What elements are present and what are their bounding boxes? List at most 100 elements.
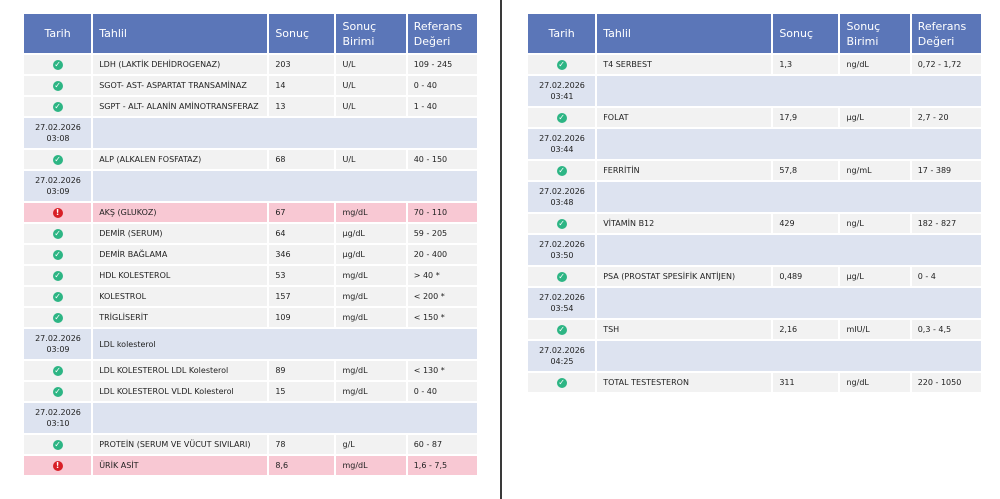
test-unit: mg/dL [336, 456, 406, 475]
group-note [93, 118, 477, 148]
test-reference: 70 - 110 [407, 203, 477, 222]
group-note [597, 129, 981, 159]
test-reference: < 130 * [407, 361, 477, 380]
table-row[interactable]: ✓ ALP (ALKALEN FOSFATAZ) 68 U/L 40 - 150 [24, 150, 477, 169]
test-unit: ng/dL [840, 373, 910, 392]
check-circle-icon: ✓ [556, 166, 567, 176]
timestamp-date: 27.02.2026 [539, 346, 585, 355]
test-result: 1,3 [773, 55, 839, 74]
test-unit: mg/dL [336, 382, 406, 401]
header-test[interactable]: Tahlil [93, 14, 268, 53]
date-cell: 27.02.2026 03:09 [24, 171, 92, 201]
test-name: ÜRİK ASİT [93, 456, 268, 475]
timestamp: 27.02.2026 03:09 [34, 333, 82, 355]
table-row[interactable]: ✓ PSA (PROSTAT SPESİFİK ANTİJEN) 0,489 µg/L… [528, 267, 981, 286]
check-circle-icon: ✓ [52, 292, 63, 302]
table-row[interactable]: ✓ LDL KOLESTEROL LDL Kolesterol 89 mg/dL < 1… [24, 361, 477, 380]
check-circle-icon: ✓ [52, 313, 63, 323]
date-cell: 27.02.2026 03:09 [24, 329, 92, 359]
test-reference: 220 - 1050 [911, 373, 981, 392]
test-name: T4 SERBEST [597, 55, 772, 74]
status-cell: ✓ [528, 108, 596, 127]
table-row[interactable]: ✓ LDL KOLESTEROL VLDL Kolesterol 15 mg/dL 0 … [24, 382, 477, 401]
test-name: SGOT- AST- ASPARTAT TRANSAMİNAZ [93, 76, 268, 95]
table-row[interactable]: ✓ FERRİTİN 57,8 ng/mL 17 - 389 [528, 161, 981, 180]
test-unit: µg/dL [336, 245, 406, 264]
test-name: LDL KOLESTEROL VLDL Kolesterol [93, 382, 268, 401]
test-name: VİTAMİN B12 [597, 214, 772, 233]
table-row[interactable]: ✓ SGPT - ALT- ALANİN AMİNOTRANSFERAZ 13 U/L… [24, 97, 477, 116]
table-row[interactable]: ✓ TRİGLİSERİT 109 mg/dL < 150 * [24, 308, 477, 327]
table-row[interactable]: ! ÜRİK ASİT 8,6 mg/dL 1,6 - 7,5 [24, 456, 477, 475]
test-name: PROTEİN (SERUM VE VÜCUT SIVILARI) [93, 435, 268, 454]
table-row[interactable]: ✓ KOLESTROL 157 mg/dL < 200 * [24, 287, 477, 306]
table-row[interactable]: ✓ VİTAMİN B12 429 ng/L 182 - 827 [528, 214, 981, 233]
timestamp-row: 27.02.2026 04:25 [528, 341, 981, 371]
test-name: TOTAL TESTESTERON [597, 373, 772, 392]
test-reference: 109 - 245 [407, 55, 477, 74]
date-cell: 27.02.2026 03:44 [528, 129, 596, 159]
test-name: TSH [597, 320, 772, 339]
table-row[interactable]: ✓ TSH 2,16 mIU/L 0,3 - 4,5 [528, 320, 981, 339]
table-row[interactable]: ✓ TOTAL TESTESTERON 311 ng/dL 220 - 1050 [528, 373, 981, 392]
check-circle-icon: ✓ [52, 229, 63, 239]
table-row[interactable]: ✓ PROTEİN (SERUM VE VÜCUT SIVILARI) 78 g/L 6… [24, 435, 477, 454]
test-name: ALP (ALKALEN FOSFATAZ) [93, 150, 268, 169]
table-row[interactable]: ✓ LDH (LAKTİK DEHİDROGENAZ) 203 U/L 109 - 24… [24, 55, 477, 74]
test-name: FOLAT [597, 108, 772, 127]
table-row[interactable]: ✓ DEMİR BAĞLAMA 346 µg/dL 20 - 400 [24, 245, 477, 264]
test-reference: 182 - 827 [911, 214, 981, 233]
header-reference[interactable]: Referans Değeri [407, 14, 477, 53]
header-unit[interactable]: Sonuç Birimi [840, 14, 910, 53]
test-result: 13 [269, 97, 335, 116]
test-unit: µg/L [840, 108, 910, 127]
check-circle-icon: ✓ [52, 250, 63, 260]
header-date[interactable]: Tarih [528, 14, 596, 53]
date-cell: 27.02.2026 03:54 [528, 288, 596, 318]
table-row[interactable]: ! AKŞ (GLUKOZ) 67 mg/dL 70 - 110 [24, 203, 477, 222]
timestamp: 27.02.2026 03:44 [538, 133, 586, 155]
timestamp-date: 27.02.2026 [35, 123, 81, 132]
test-unit: g/L [336, 435, 406, 454]
header-test[interactable]: Tahlil [597, 14, 772, 53]
table-row[interactable]: ✓ HDL KOLESTEROL 53 mg/dL > 40 * [24, 266, 477, 285]
header-date[interactable]: Tarih [24, 14, 92, 53]
status-cell: ✓ [24, 382, 92, 401]
test-name: TRİGLİSERİT [93, 308, 268, 327]
test-result: 15 [269, 382, 335, 401]
test-reference: 0 - 4 [911, 267, 981, 286]
check-circle-icon: ✓ [52, 271, 63, 281]
test-result: 14 [269, 76, 335, 95]
test-name: DEMİR (SERUM) [93, 224, 268, 243]
test-result: 8,6 [269, 456, 335, 475]
test-unit: mg/dL [336, 203, 406, 222]
table-row[interactable]: ✓ SGOT- AST- ASPARTAT TRANSAMİNAZ 14 U/L 0 -… [24, 76, 477, 95]
timestamp-date: 27.02.2026 [539, 187, 585, 196]
test-result: 311 [773, 373, 839, 392]
header-result[interactable]: Sonuç [773, 14, 839, 53]
test-name: LDH (LAKTİK DEHİDROGENAZ) [93, 55, 268, 74]
table-row[interactable]: ✓ T4 SERBEST 1,3 ng/dL 0,72 - 1,72 [528, 55, 981, 74]
status-cell: ✓ [24, 361, 92, 380]
header-reference[interactable]: Referans Değeri [911, 14, 981, 53]
timestamp: 27.02.2026 03:50 [538, 239, 586, 261]
table-row[interactable]: ✓ FOLAT 17,9 µg/L 2,7 - 20 [528, 108, 981, 127]
test-name: LDL KOLESTEROL LDL Kolesterol [93, 361, 268, 380]
table-row[interactable]: ✓ DEMİR (SERUM) 64 µg/dL 59 - 205 [24, 224, 477, 243]
timestamp-row: 27.02.2026 03:09 [24, 171, 477, 201]
timestamp-date: 27.02.2026 [539, 293, 585, 302]
status-cell: ✓ [24, 55, 92, 74]
header-result[interactable]: Sonuç [269, 14, 335, 53]
test-reference: 1,6 - 7,5 [407, 456, 477, 475]
check-circle-icon: ✓ [556, 378, 567, 388]
test-result: 157 [269, 287, 335, 306]
group-note: LDL kolesterol [93, 329, 477, 359]
test-unit: mIU/L [840, 320, 910, 339]
column-divider [500, 0, 502, 499]
header-unit[interactable]: Sonuç Birimi [336, 14, 406, 53]
test-result: 64 [269, 224, 335, 243]
test-result: 89 [269, 361, 335, 380]
test-unit: U/L [336, 55, 406, 74]
test-name: PSA (PROSTAT SPESİFİK ANTİJEN) [597, 267, 772, 286]
status-cell: ✓ [528, 55, 596, 74]
